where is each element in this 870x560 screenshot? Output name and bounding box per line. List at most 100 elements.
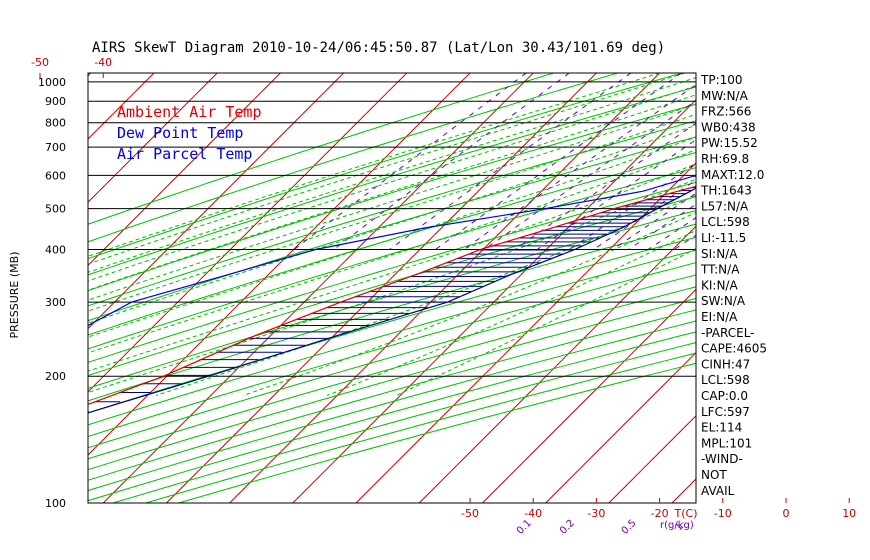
moist-adiabat-line [88, 124, 696, 324]
top-temp-tick-label: -50 [31, 56, 49, 69]
dry-adiabat-line [88, 103, 696, 292]
legend-entry: Ambient Air Temp [117, 103, 262, 121]
stat-item: LCL:598 [701, 215, 750, 229]
temp-tick-label: -50 [461, 507, 479, 520]
pressure-tick-label: 800 [45, 117, 66, 130]
stat-item: MPL:101 [701, 436, 752, 450]
dry-adiabat-line [88, 274, 696, 449]
dry-adiabat-line [88, 73, 555, 225]
stat-item: NOT [701, 468, 727, 482]
dry-adiabat-line [88, 167, 696, 350]
stat-item: CAP:0.0 [701, 389, 748, 403]
temp-tick-label: 0 [783, 507, 790, 520]
moist-adiabat-line [88, 85, 696, 282]
top-temp-tick-label: -40 [94, 56, 112, 69]
dry-adiabat-line [88, 73, 619, 243]
stat-item: SI:N/A [701, 247, 738, 261]
mixing-ratio-line [739, 73, 870, 250]
stat-item: EL:114 [701, 421, 742, 435]
mixing-ratio-line [333, 73, 570, 250]
cape-hatching [88, 187, 696, 412]
dry-adiabat-line [88, 196, 696, 377]
stat-item: CINH:47 [701, 357, 750, 371]
isotherm-line [88, 73, 218, 203]
isotherm-line [292, 99, 696, 503]
temp-tick-label: -40 [524, 507, 542, 520]
isotherm-line [88, 73, 344, 330]
pressure-tick-label: 1000 [38, 76, 66, 89]
air-parcel-temp-line [88, 187, 696, 414]
sounding-curves [88, 175, 696, 414]
plot-frame [87, 72, 697, 504]
dry-adiabat-line [88, 181, 696, 363]
dry-adiabat-line [88, 262, 696, 437]
moist-adiabat-line [88, 113, 696, 312]
mixing-ratio-line [435, 73, 682, 250]
stat-item: TT:N/A [700, 263, 740, 277]
mixing-ratio-tick-label: 0.5 [620, 518, 639, 537]
temp-tick-label: -30 [587, 507, 605, 520]
temp-tick-label: -20 [651, 507, 669, 520]
moist-adiabat-line [88, 136, 696, 338]
pressure-tick-label: 700 [45, 141, 66, 154]
stat-item: -WIND- [701, 452, 743, 466]
mixing-ratio-line [647, 217, 696, 250]
pressure-tick-label: 100 [45, 497, 66, 510]
isotherm-line [88, 73, 281, 267]
dry-adiabat-line [88, 236, 696, 414]
dry-adiabat-line [88, 249, 696, 426]
stat-item: KI:N/A [701, 278, 738, 292]
stat-item: TP:100 [700, 73, 743, 87]
isotherm-line [88, 73, 408, 393]
dry-adiabat-line [88, 120, 696, 307]
stat-item: AVAIL [701, 484, 735, 498]
moist-adiabat-line [88, 163, 696, 372]
dry-adiabat-line [88, 297, 696, 471]
moist-adiabat-line [88, 73, 660, 257]
moist-adiabat-line [88, 149, 696, 354]
pressure-tick-label: 600 [45, 169, 66, 182]
stat-item: LI:-11.5 [701, 231, 746, 245]
stat-item: EI:N/A [701, 310, 738, 324]
legend: Ambient Air Temp Dew Point Temp Air Parcel… [117, 103, 262, 163]
moist-adiabat-line [88, 94, 696, 291]
mixing-ratio-line [536, 139, 696, 250]
ambient-air-temp-line [88, 185, 696, 406]
stat-item: -PARCEL- [701, 326, 755, 340]
stat-item: RH:69.8 [701, 152, 749, 166]
pressure-tick-label: 200 [45, 370, 66, 383]
dry-adiabat-line [88, 86, 696, 276]
dry-adiabat-line [88, 136, 696, 322]
grid-lines [88, 73, 870, 503]
y-axis-label: PRESSURE (MB) [8, 252, 21, 339]
mixing-ratio-tick-label: 0.1 [515, 518, 534, 537]
moist-adiabat-line [88, 103, 696, 301]
pressure-tick-label: 500 [45, 203, 66, 216]
dew-point-temp-line [88, 175, 696, 327]
dry-adiabat-line [88, 286, 696, 460]
dry-adiabat-line [88, 223, 696, 402]
isotherm-line [355, 162, 696, 503]
moist-adiabat-line [395, 248, 696, 396]
dry-adiabat-line [88, 210, 696, 389]
chart-title: AIRS SkewT Diagram 2010-10-24/06:45:50.8… [92, 40, 665, 56]
stat-item: CAPE:4605 [701, 342, 767, 356]
stat-item: WB0:438 [701, 120, 756, 134]
stat-item: FRZ:566 [701, 105, 751, 119]
legend-entry: Dew Point Temp [117, 124, 243, 142]
mixing-ratio-unit-label: r(g/kg) [660, 520, 694, 531]
mixing-ratio-line [484, 99, 696, 250]
stat-item: MW:N/A [701, 89, 749, 103]
stat-item: L57:N/A [701, 199, 749, 213]
legend-entry: Air Parcel Temp [117, 145, 252, 163]
isotherm-line [482, 288, 696, 503]
temp-unit-label: T(C) [674, 507, 698, 520]
mixing-ratio-line [293, 73, 527, 250]
temp-tick-label: -10 [714, 507, 732, 520]
stat-item: LCL:598 [701, 373, 750, 387]
stat-item: TH:1643 [700, 184, 752, 198]
mixing-ratio-line [463, 84, 696, 250]
stat-item: LFC:597 [701, 405, 750, 419]
